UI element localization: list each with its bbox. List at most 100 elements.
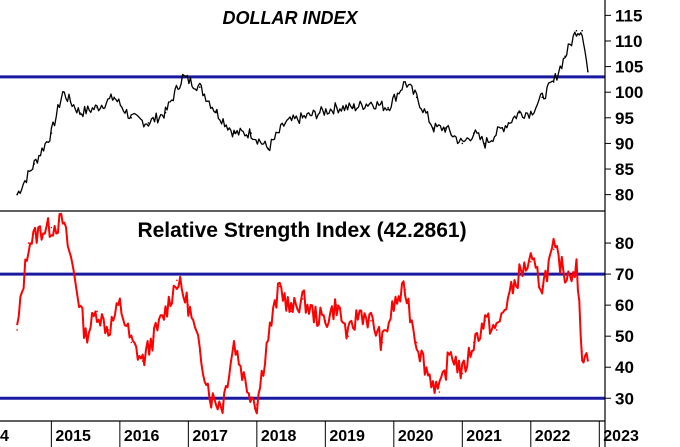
- rsi-data-point: [335, 304, 338, 306]
- rsi-ytick-label: 30: [615, 389, 634, 408]
- rsi-data-point: [564, 273, 566, 275]
- dollar-data-point: [404, 81, 407, 83]
- x-tick-label: 2015: [55, 428, 91, 445]
- rsi-data-point: [141, 360, 144, 362]
- rsi-panel: Relative Strength Index (42.2861) 30 40 50…: [0, 212, 634, 415]
- dollar-data-point: [318, 111, 321, 114]
- rsi-ytick-label: 70: [615, 265, 634, 284]
- rsi-data-point: [575, 267, 578, 269]
- x-tick-label: 2022: [535, 428, 571, 445]
- rsi-data-point: [153, 335, 155, 337]
- rsi-data-point: [290, 310, 292, 313]
- dollar-data-point: [541, 96, 544, 99]
- rsi-data-point: [176, 279, 178, 282]
- rsi-data-point: [313, 313, 315, 316]
- x-tick-label: 2017: [192, 428, 228, 445]
- dollar-data-point: [16, 193, 18, 196]
- rsi-data-point: [301, 298, 304, 300]
- rsi-data-point: [541, 285, 544, 288]
- dollar-data-point: [198, 86, 201, 88]
- dollar-data-point: [552, 81, 555, 83]
- dollar-data-point: [518, 111, 521, 114]
- x-tick-label: 2019: [329, 428, 365, 445]
- rsi-data-point: [552, 248, 555, 251]
- x-axis: 4 2015 2016 2017 2018 2019 2020 2021 2022 2023: [0, 421, 639, 447]
- dollar-ytick-label: 85: [615, 160, 634, 179]
- rsi-data-point: [358, 310, 361, 313]
- rsi-data-point: [427, 372, 429, 375]
- rsi-data-point: [256, 403, 258, 406]
- rsi-data-point: [507, 298, 509, 300]
- dollar-data-point: [216, 111, 218, 114]
- x-tick-label: 2018: [261, 428, 297, 445]
- rsi-data-point: [472, 341, 475, 344]
- rsi-ytick-label: 40: [615, 358, 634, 377]
- dollar-data-point: [461, 142, 464, 145]
- dollar-data-point: [432, 127, 435, 129]
- x-tick-label: 2016: [124, 428, 160, 445]
- rsi-data-point: [16, 329, 18, 331]
- rsi-data-point: [84, 335, 87, 337]
- x-tick-label: 2021: [466, 428, 502, 445]
- dollar-data-point: [113, 96, 115, 99]
- dollar-index-title: DOLLAR INDEX: [223, 8, 359, 28]
- rsi-data-point: [187, 304, 190, 306]
- dollar-index-panel: DOLLAR INDEX 80 85 90 95 100 105 110 115: [0, 6, 643, 205]
- dollar-data-point: [164, 111, 167, 114]
- dollar-data-point: [484, 142, 486, 145]
- rsi-series-line: [16, 212, 589, 415]
- rsi-data-point: [210, 397, 212, 400]
- x-tick-label: 2023: [603, 428, 639, 445]
- rsi-ytick-label: 50: [615, 327, 634, 346]
- rsi-data-point: [119, 304, 121, 306]
- dollar-data-point: [267, 147, 270, 150]
- dollar-data-point: [501, 127, 504, 129]
- rsi-data-point: [381, 341, 384, 344]
- rsi-data-point: [415, 341, 418, 344]
- dollar-data-point: [96, 106, 98, 109]
- dollar-ytick-label: 95: [615, 109, 634, 128]
- rsi-data-point: [581, 350, 583, 353]
- rsi-data-point: [73, 273, 75, 275]
- dollar-ytick-label: 100: [615, 83, 643, 102]
- dollar-ytick-label: 115: [615, 6, 642, 25]
- dollar-data-point: [147, 122, 150, 124]
- dollar-data-point: [530, 111, 532, 114]
- dollar-data-point: [387, 106, 389, 109]
- rsi-data-point: [347, 335, 349, 337]
- rsi-data-point: [324, 319, 327, 322]
- dollar-data-point: [415, 96, 418, 99]
- dollar-ytick-label: 110: [615, 32, 642, 51]
- rsi-data-point: [484, 319, 486, 322]
- rsi-data-point: [39, 229, 41, 232]
- rsi-data-point: [130, 341, 133, 344]
- rsi-data-point: [233, 341, 235, 344]
- dollar-data-point: [370, 101, 372, 104]
- dollar-data-point: [587, 70, 589, 73]
- dollar-data-point: [181, 76, 184, 78]
- rsi-data-point: [438, 391, 441, 393]
- rsi-ytick-label: 60: [615, 296, 634, 315]
- rsi-data-point: [404, 288, 407, 291]
- dollar-data-point: [61, 91, 64, 93]
- rsi-title: Relative Strength Index (42.2861): [137, 219, 466, 242]
- rsi-data-point: [107, 329, 110, 331]
- dollar-data-point: [250, 132, 252, 134]
- dollar-ytick-label: 90: [615, 134, 634, 153]
- x-tick-label: 4: [0, 428, 9, 445]
- rsi-data-point: [198, 350, 201, 353]
- rsi-data-point: [518, 273, 521, 275]
- dollar-data-point: [575, 29, 578, 32]
- dollar-data-point: [33, 163, 36, 165]
- dollar-data-point: [284, 122, 287, 124]
- rsi-data-point: [96, 310, 98, 313]
- rsi-ytick-label: 80: [615, 234, 634, 253]
- rsi-data-point: [61, 220, 64, 223]
- dollar-ytick-label: 105: [615, 58, 643, 77]
- rsi-data-point: [461, 372, 464, 375]
- dollar-series-line: [16, 31, 589, 195]
- rsi-data-point: [393, 304, 395, 306]
- dollar-data-point: [353, 106, 355, 109]
